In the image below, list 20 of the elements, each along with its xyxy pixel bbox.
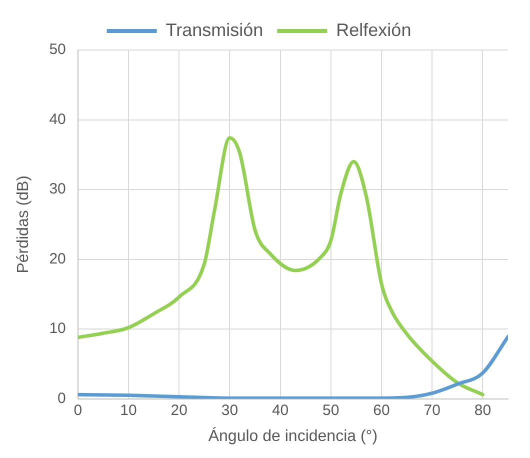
y-tick-label: 50 xyxy=(49,41,66,58)
x-tick-label: 60 xyxy=(373,402,390,419)
x-tick-label: 80 xyxy=(474,402,492,419)
x-tick-label: 30 xyxy=(221,402,238,419)
x-tick-label: 10 xyxy=(120,402,137,419)
x-tick-label: 0 xyxy=(74,402,82,419)
y-axis-title: Pérdidas (dB) xyxy=(15,175,32,274)
y-tick-label: 40 xyxy=(49,110,66,128)
x-tick-label: 40 xyxy=(272,402,289,419)
x-tick-label: 50 xyxy=(322,402,340,419)
x-tick-label: 20 xyxy=(170,402,188,419)
x-tick-label: 70 xyxy=(424,402,440,419)
legend-label: Transmisión xyxy=(166,20,264,40)
legend-label: Relfexión xyxy=(336,20,412,40)
y-tick-label: 0 xyxy=(58,390,66,407)
y-tick-label: 20 xyxy=(49,250,66,268)
line-series xyxy=(78,136,484,396)
x-axis-title: Ángulo de incidencia (°) xyxy=(208,426,378,445)
y-tick-label: 10 xyxy=(49,320,66,338)
y-tick-label: 30 xyxy=(49,180,66,198)
